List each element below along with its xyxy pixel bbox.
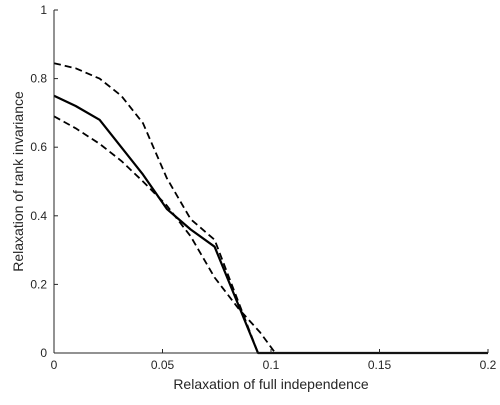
y-tick-label: 0 bbox=[40, 346, 47, 360]
x-tick-label: 0.05 bbox=[151, 358, 175, 372]
y-tick-label: 0.4 bbox=[30, 209, 47, 223]
x-tick-label: 0.2 bbox=[480, 358, 497, 372]
x-tick-label: 0 bbox=[51, 358, 58, 372]
series-layer bbox=[53, 62, 488, 355]
dashed-series-line-1 bbox=[53, 62, 488, 354]
x-axis-label: Relaxation of full independence bbox=[173, 376, 369, 392]
solid-series-line bbox=[53, 94, 488, 355]
x-tick-label: 0.1 bbox=[263, 358, 280, 372]
y-tick-label: 0.6 bbox=[30, 140, 47, 154]
dashed-series-line-2 bbox=[53, 115, 488, 354]
y-tick-label: 0.8 bbox=[30, 72, 47, 86]
axes-layer bbox=[53, 10, 488, 354]
y-tick-label: 1 bbox=[40, 3, 47, 17]
ticks-layer: 0 0.05 0.1 0.15 0.2 0 0.2 0.4 0.6 0.8 1 bbox=[30, 3, 496, 372]
x-tick-label: 0.15 bbox=[368, 358, 392, 372]
y-axis-label: Relaxation of rank invariance bbox=[10, 91, 26, 272]
y-tick-label: 0.2 bbox=[30, 277, 47, 291]
